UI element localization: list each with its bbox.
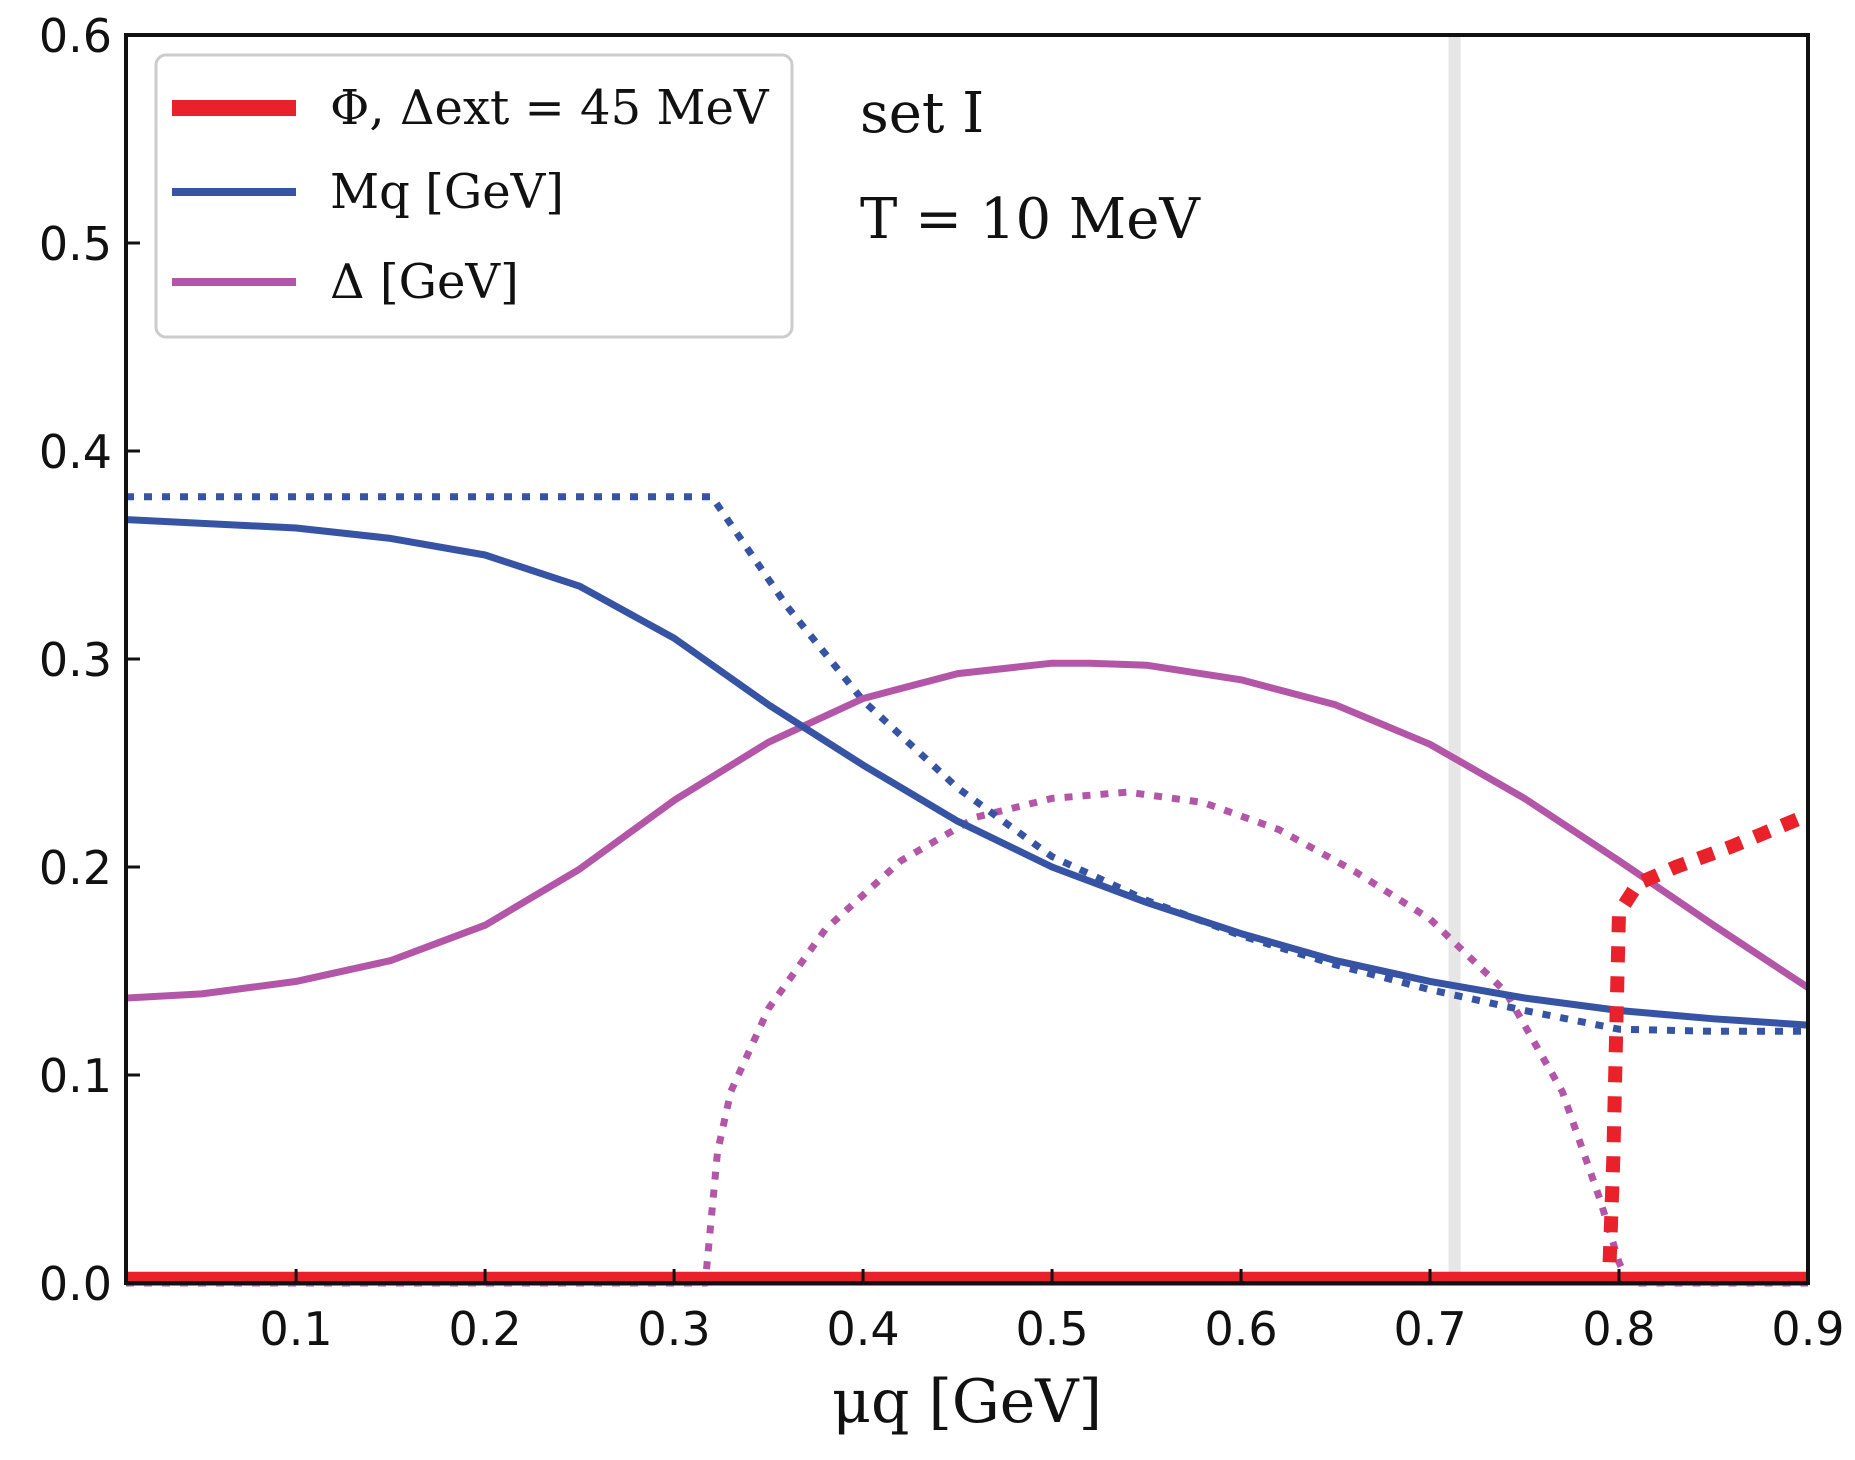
annotation-set: set I: [860, 81, 984, 146]
x-tick-label: 0.6: [1204, 1302, 1277, 1356]
y-tick-label: 0.4: [39, 425, 112, 479]
series-line-3: [126, 493, 1808, 1035]
annotation-temperature: T = 10 MeV: [860, 187, 1201, 252]
series-line-2: [125, 659, 1810, 1002]
x-tick-label: 0.5: [1015, 1302, 1088, 1356]
legend-label-phi: Φ, Δext = 45 MeV: [330, 80, 770, 136]
y-tick-label: 0.1: [39, 1049, 112, 1103]
x-tick-label: 0.4: [826, 1302, 899, 1356]
legend-box: [154, 53, 794, 339]
series-line-1: [125, 516, 1809, 1029]
x-tick-label: 0.9: [1771, 1302, 1844, 1356]
legend-label-delta: Δ [GeV]: [330, 254, 519, 310]
x-tick-label: 0.2: [449, 1302, 522, 1356]
x-tick-label: 0.3: [637, 1302, 710, 1356]
legend: Φ, Δext = 45 MeV Mq [GeV] Δ [GeV]: [154, 53, 794, 339]
series-line-5: [1602, 808, 1811, 1263]
y-tick-label: 0.2: [39, 841, 112, 895]
y-tick-label: 0.3: [39, 633, 112, 687]
y-tick-label: 0.5: [39, 217, 112, 271]
x-tick-label: 0.1: [260, 1302, 333, 1356]
y-tick-label: 0.6: [39, 9, 112, 63]
x-tick-label: 0.8: [1582, 1302, 1655, 1356]
series-line-4: [126, 788, 1808, 1287]
y-tick-label: 0.0: [39, 1257, 112, 1311]
legend-label-mq: Mq [GeV]: [330, 164, 564, 220]
x-axis-label: μq [GeV]: [832, 1367, 1102, 1437]
x-tick-label: 0.7: [1393, 1302, 1466, 1356]
